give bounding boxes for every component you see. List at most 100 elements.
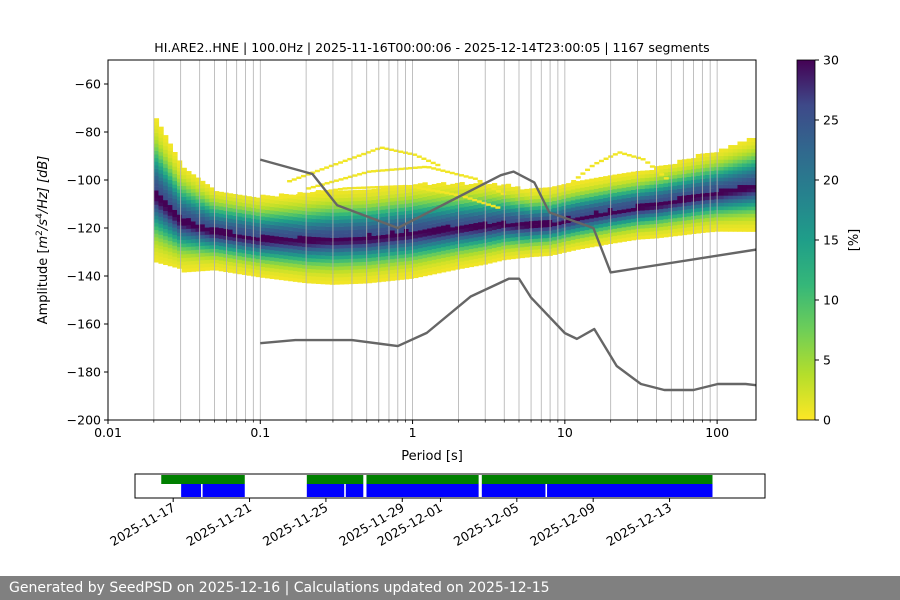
heatmap-cell bbox=[288, 270, 294, 275]
heatmap-outlier-cell bbox=[598, 159, 604, 163]
heatmap-cell bbox=[343, 255, 349, 260]
heatmap-cell bbox=[672, 199, 678, 204]
heatmap-cell bbox=[524, 206, 530, 211]
heatmap-cell bbox=[204, 263, 211, 268]
heatmap-cell bbox=[218, 199, 224, 203]
heatmap-cell bbox=[464, 224, 470, 229]
heatmap-cell bbox=[445, 227, 451, 232]
heatmap-cell bbox=[491, 208, 498, 213]
heatmap-cell bbox=[510, 240, 516, 245]
heatmap-cell bbox=[362, 250, 368, 255]
heatmap-cell bbox=[644, 173, 651, 178]
heatmap-cell bbox=[362, 222, 368, 226]
heatmap-cell bbox=[723, 224, 729, 229]
heatmap-cell bbox=[422, 250, 428, 255]
heatmap-cell bbox=[742, 181, 748, 186]
heatmap-cell bbox=[209, 230, 215, 235]
heatmap-cell bbox=[677, 231, 683, 236]
heatmap-cell bbox=[380, 245, 387, 250]
heatmap-cell bbox=[278, 261, 285, 266]
heatmap-cell bbox=[283, 219, 289, 224]
heatmap-cell bbox=[561, 202, 567, 207]
heatmap-cell bbox=[598, 191, 604, 196]
heatmap-cell bbox=[464, 217, 470, 222]
heatmap-cell bbox=[700, 175, 706, 179]
heatmap-cell bbox=[561, 205, 567, 210]
heatmap-cell bbox=[644, 191, 651, 196]
heatmap-cell bbox=[186, 214, 192, 219]
heatmap-cell bbox=[153, 136, 160, 141]
heatmap-cell bbox=[302, 203, 308, 208]
heatmap-cell bbox=[487, 238, 493, 242]
heatmap-cell bbox=[464, 228, 470, 232]
heatmap-cell bbox=[454, 244, 461, 248]
heatmap-cell bbox=[371, 235, 377, 240]
heatmap-cell bbox=[153, 251, 160, 256]
heatmap-cell bbox=[464, 220, 470, 225]
heatmap-cell bbox=[181, 196, 187, 201]
heatmap-cell bbox=[153, 258, 160, 263]
heatmap-cell bbox=[681, 213, 688, 218]
heatmap-cell bbox=[167, 147, 173, 152]
heatmap-cell bbox=[644, 202, 651, 207]
heatmap-cell bbox=[158, 155, 164, 160]
heatmap-cell bbox=[366, 189, 373, 194]
heatmap-cell bbox=[524, 196, 530, 200]
heatmap-cell bbox=[584, 197, 590, 202]
heatmap-cell bbox=[505, 248, 512, 253]
heatmap-cell bbox=[445, 206, 451, 211]
heatmap-cell bbox=[473, 201, 479, 206]
heatmap-outlier-cell bbox=[328, 189, 334, 192]
heatmap-cell bbox=[570, 189, 576, 194]
heatmap-cell bbox=[742, 166, 748, 171]
heatmap-cell bbox=[339, 244, 345, 249]
heatmap-cell bbox=[195, 267, 201, 272]
heatmap-cell bbox=[626, 208, 632, 213]
heatmap-cell bbox=[158, 231, 164, 235]
heatmap-cell bbox=[496, 225, 502, 229]
heatmap-cell bbox=[746, 206, 752, 211]
heatmap-cell bbox=[422, 218, 428, 223]
heatmap-cell bbox=[468, 209, 475, 214]
heatmap-cell bbox=[172, 173, 178, 178]
heatmap-cell bbox=[496, 210, 502, 215]
heatmap-cell bbox=[181, 261, 187, 266]
heatmap-cell bbox=[190, 260, 197, 265]
heatmap-cell bbox=[204, 187, 211, 192]
heatmap-cell bbox=[575, 209, 581, 214]
heatmap-cell bbox=[177, 196, 183, 201]
heatmap-cell bbox=[181, 189, 187, 194]
heatmap-cell bbox=[496, 217, 502, 222]
heatmap-cell bbox=[158, 259, 164, 264]
heatmap-cell bbox=[491, 244, 498, 249]
heatmap-cell bbox=[214, 198, 220, 203]
heatmap-cell bbox=[459, 189, 465, 194]
heatmap-cell bbox=[311, 236, 317, 241]
heatmap-cell bbox=[686, 205, 692, 210]
heatmap-outlier-cell bbox=[631, 155, 637, 158]
heatmap-cell bbox=[561, 245, 567, 250]
heatmap-cell bbox=[441, 232, 447, 237]
heatmap-cell bbox=[218, 238, 224, 243]
heatmap-cell bbox=[385, 209, 391, 213]
heatmap-cell bbox=[385, 237, 391, 242]
heatmap-cell bbox=[181, 192, 187, 197]
heatmap-cell bbox=[640, 177, 646, 182]
heatmap-cell bbox=[380, 202, 387, 207]
heatmap-cell bbox=[695, 182, 702, 187]
heatmap-cell bbox=[200, 231, 206, 236]
heatmap-cell bbox=[459, 218, 465, 222]
heatmap-outlier-cell bbox=[430, 161, 436, 165]
heatmap-cell bbox=[204, 245, 211, 250]
heatmap-cell bbox=[167, 208, 173, 213]
heatmap-cell bbox=[709, 213, 715, 218]
heatmap-outlier-cell bbox=[389, 168, 395, 171]
heatmap-cell bbox=[181, 167, 187, 172]
heatmap-cell bbox=[232, 258, 238, 263]
heatmap-cell bbox=[746, 170, 752, 175]
heatmap-cell bbox=[390, 190, 396, 195]
heatmap-outlier-cell bbox=[500, 192, 506, 195]
heatmap-cell bbox=[390, 219, 396, 224]
heatmap-cell bbox=[450, 234, 456, 239]
heatmap-cell bbox=[153, 121, 160, 126]
